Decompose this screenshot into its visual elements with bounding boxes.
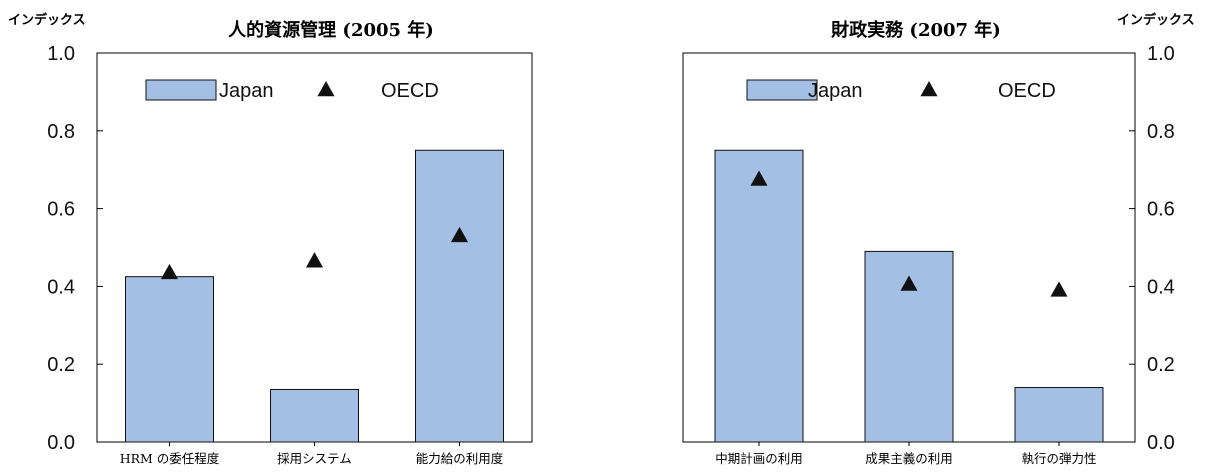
y-tick-label: 0.2: [1147, 354, 1175, 376]
chart-title: 人的資源管理 (2005 年): [228, 19, 434, 41]
x-category-label: 能力給の利用度: [416, 451, 504, 466]
y-tick-label: 0.8: [1147, 121, 1175, 143]
bar-japan: [125, 276, 214, 443]
legend-label-oecd: OECD: [998, 80, 1056, 102]
legend-marker-oecd: [920, 81, 938, 97]
y-tick-label: 0.6: [1147, 199, 1175, 221]
marker-oecd: [1050, 281, 1068, 297]
y-tick-label: 1.0: [1147, 43, 1175, 65]
x-category-label: HRM の委任程度: [120, 451, 220, 466]
y-axis-unit-label: インデックス: [1117, 12, 1195, 28]
x-category-label: 執行の弾力性: [1021, 451, 1096, 466]
marker-oecd: [450, 226, 469, 243]
marker-oecd: [305, 252, 324, 268]
bar-japan: [1014, 387, 1104, 443]
y-tick-label: 0.6: [47, 199, 75, 221]
legend-label-japan: Japan: [808, 80, 863, 102]
legend-label-oecd: OECD: [381, 80, 439, 102]
chart-title: 財政実務 (2007 年): [831, 19, 1001, 41]
x-category-label: 採用システム: [277, 451, 352, 466]
y-axis-unit-label: インデックス: [8, 12, 86, 28]
y-tick-label: 0.2: [47, 354, 75, 376]
legend-label-japan: Japan: [219, 80, 274, 102]
x-category-label: 中期計画の利用: [715, 451, 803, 466]
marker-oecd: [160, 263, 179, 280]
y-tick-label: 0.0: [47, 432, 75, 454]
marker-oecd: [750, 170, 768, 186]
marker-oecd: [900, 275, 918, 291]
y-tick-label: 1.0: [47, 43, 75, 65]
y-tick-label: 0.0: [1147, 432, 1175, 454]
legend-marker-oecd: [317, 81, 335, 97]
chart-panel-1: 人的資源管理 (2005 年) インデックス 0.0 0.2 0.4 0.6 0.8 1.0 H…: [8, 12, 533, 466]
y-tick-label: 0.8: [47, 121, 75, 143]
chart-panel-2: 財政実務 (2007 年) インデックス 0.0 0.2 0.4 0.6 0.8 1.0 中期計…: [682, 12, 1195, 466]
x-category-label: 成果主義の利用: [865, 451, 953, 466]
legend-swatch-japan: [145, 79, 217, 101]
y-tick-label: 0.4: [1147, 276, 1175, 298]
bar-japan: [714, 149, 804, 443]
bar-japan: [270, 388, 359, 443]
bar-japan: [415, 149, 504, 443]
y-tick-label: 0.4: [47, 276, 75, 298]
legend-swatch-japan: [746, 79, 818, 101]
